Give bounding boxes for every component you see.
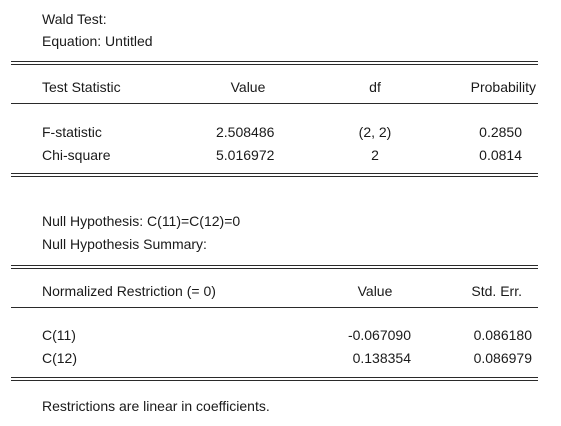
col-header-df: df [369,79,381,95]
table-row-value: -0.067090 [347,327,411,343]
divider [11,173,538,174]
divider [11,61,538,62]
table-row-df: (2, 2) [358,124,392,140]
table-row-value: 5.016972 [216,147,275,163]
wald-test-title: Wald Test: [42,11,107,27]
table-row-name: F-statistic [42,124,102,140]
table-row-df: 2 [371,147,379,163]
table-row-std-err: 0.086180 [473,327,532,343]
divider [11,377,538,378]
col-header-probability: Probability [470,79,536,95]
table-row-name: C(11) [42,327,76,343]
null-hypothesis: Null Hypothesis: C(11)=C(12)=0 [42,213,241,229]
divider [11,176,538,177]
table-row-std-err: 0.086979 [473,350,532,366]
divider [11,307,538,308]
divider [11,265,538,266]
table-row-probability: 0.0814 [479,147,522,163]
equation-label: Equation: Untitled [42,33,153,49]
table-row-value: 2.508486 [216,124,275,140]
null-hypothesis-summary: Null Hypothesis Summary: [42,236,207,252]
table-row-name: Chi-square [42,147,111,163]
divider [11,380,538,381]
footer-note: Restrictions are linear in coefficients. [42,398,270,414]
col-header-std-err: Std. Err. [471,283,522,299]
divider [11,103,538,104]
divider [11,268,538,269]
col-header-value: Value [357,283,393,299]
table-row-name: C(12) [42,350,78,366]
col-header-test-statistic: Test Statistic [42,79,121,95]
divider [11,64,538,65]
table-row-value: 0.138354 [352,350,411,366]
col-header-value: Value [230,79,266,95]
col-header-normalized-restriction: Normalized Restriction (= 0) [42,283,216,299]
table-row-probability: 0.2850 [479,124,522,140]
